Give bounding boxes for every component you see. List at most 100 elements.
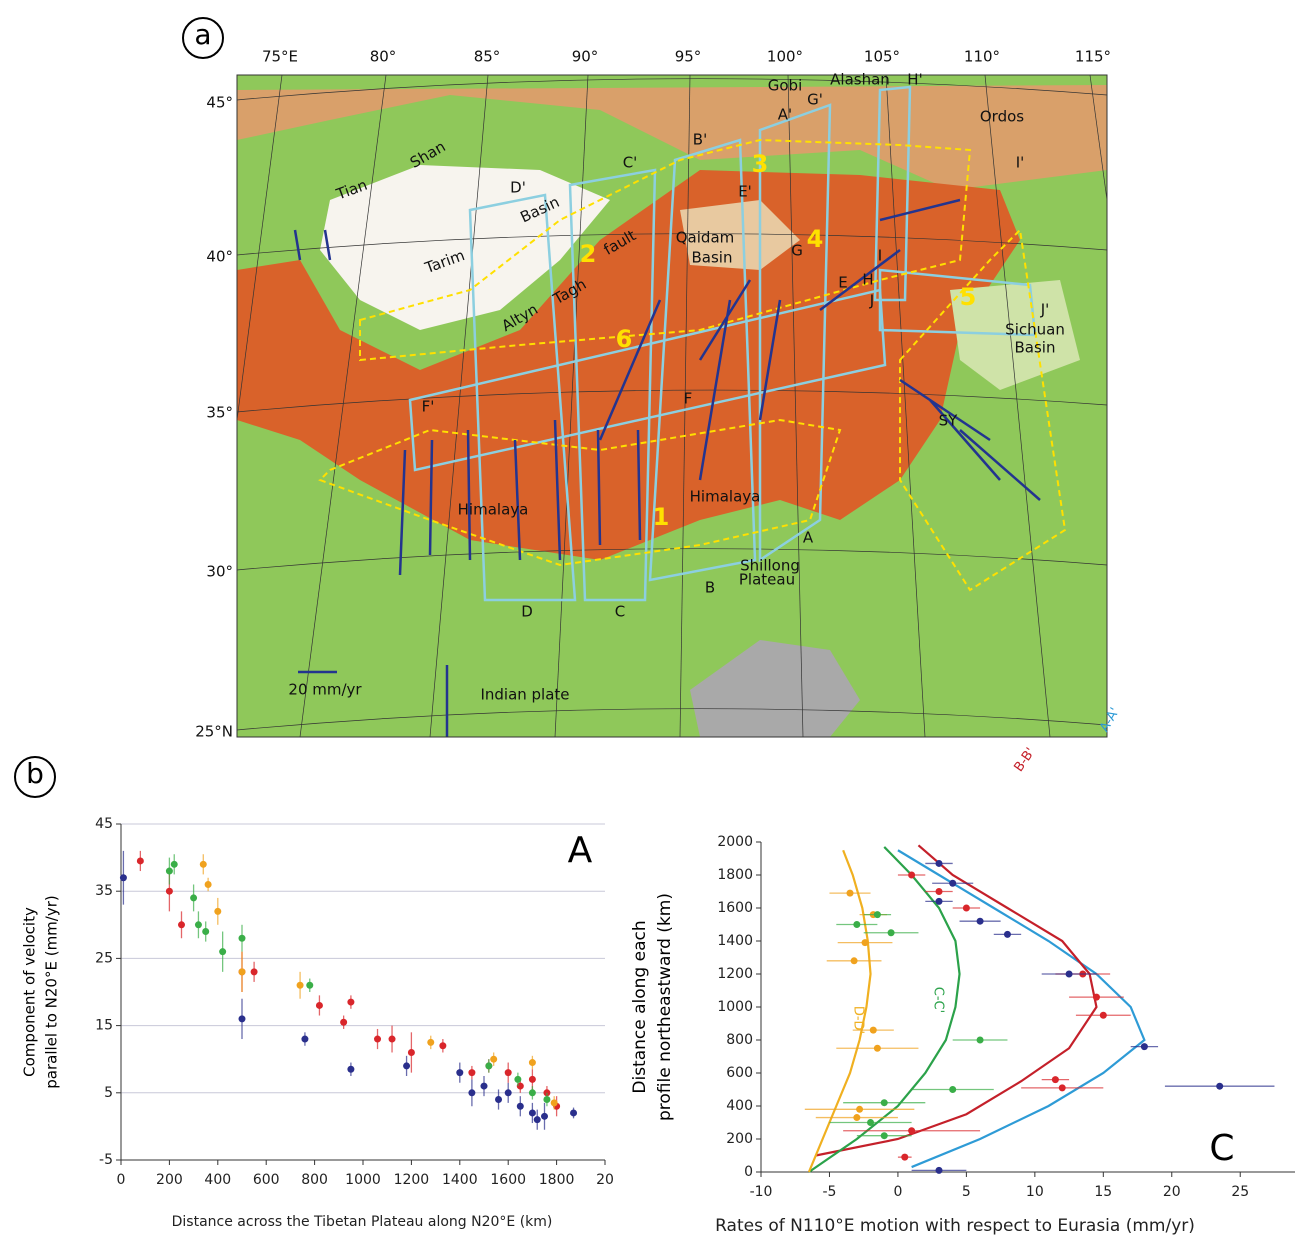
x-axis-label: Distance across the Tibetan Plateau alon… [172,1214,553,1230]
x-tick-label: 600 [253,1172,280,1188]
data-point [550,1099,558,1107]
data-point [1099,1011,1107,1019]
profile-label: J [869,292,874,310]
data-point [165,887,173,895]
data-point [407,1048,415,1056]
profile-label: B' [693,131,707,149]
data-point [504,1069,512,1077]
place-label: Gobi [768,77,803,95]
x-tick-label: 400 [204,1172,231,1188]
profile-box [873,85,912,302]
data-point [850,957,858,965]
y-axis-label: Component of velocity [21,907,39,1077]
x-tick-label: 1000 [345,1172,381,1188]
data-point [935,859,943,867]
y-tick-label: 5 [104,1085,113,1101]
x-tick-label: -10 [750,1184,773,1200]
zone-outlines [318,138,1067,592]
data-point [1092,993,1100,1001]
lon-label: 75°E [262,48,298,66]
data-point [543,1096,551,1104]
data-point [935,888,943,895]
curve [897,849,1146,1169]
data-point [856,1105,864,1113]
data-point [949,879,957,887]
sea-area [690,640,860,737]
y-axis-label: Distance along each [630,920,650,1093]
data-point [504,1089,512,1097]
profile-box [468,193,577,602]
data-point [219,948,227,956]
data-point [541,1112,548,1120]
y-tick-label: 1600 [717,900,753,916]
panel-label-a: a [182,17,224,59]
graticule-line [679,74,691,738]
graticule-line [984,74,1051,738]
graticule-line [236,78,1108,101]
data-point [439,1042,447,1050]
data-point [516,1082,524,1090]
data-point [388,1035,396,1043]
data-point [119,874,127,882]
data-point [880,1132,888,1140]
graticule-line [885,74,926,738]
y-tick-label: 600 [726,1065,753,1081]
profile-label: H [862,271,873,289]
data-point [962,904,970,912]
graticule-line [554,74,589,738]
data-point [887,929,895,937]
place-label: Basin [1015,339,1056,357]
data-point [1058,1084,1066,1092]
data-point [456,1069,464,1077]
x-tick-label: 15 [1094,1184,1112,1200]
data-point [374,1035,382,1043]
zone-outline [359,138,972,362]
panel-label: a [194,18,211,51]
data-point [190,894,198,902]
data-point [427,1038,435,1046]
data-point [570,1109,578,1117]
data-point [403,1062,411,1070]
y-tick-label: 2000 [717,834,753,850]
y-tick-label: 800 [726,1032,753,1048]
zone-number: 2 [580,240,597,268]
data-point [528,1075,536,1083]
data-point [480,1082,488,1090]
y-tick-label: -5 [99,1152,113,1168]
profile-label: B [705,579,715,597]
x-tick-label: 1400 [442,1172,478,1188]
profile-label: A [803,529,814,547]
lat-label: 40° [206,248,233,266]
data-point [1051,1076,1059,1084]
lon-label: 95° [675,48,702,66]
profile-boxes [408,85,1037,602]
data-point [908,1127,916,1135]
velocity-arrow [293,198,1041,576]
curve-label: C-C' [931,987,946,1013]
profile-label: I [878,247,882,265]
y-tick-label: 1200 [717,966,753,982]
data-point [949,1086,957,1093]
panel-label-b: b [14,756,56,798]
zone-outline [899,227,1067,592]
place-label: Himalaya [690,488,761,506]
profile-label: G [791,242,803,260]
data-point [199,860,207,868]
data-point [194,921,202,929]
y-axis-label: profile northeastward (km) [655,893,675,1121]
data-point [340,1018,348,1026]
zone-number: 6 [616,325,633,353]
lon-label: 105° [864,48,900,66]
data-point [901,1153,909,1161]
x-tick-label: 1600 [490,1172,526,1188]
data-point [533,1116,541,1124]
place-label: Shillong [740,557,800,575]
data-point [935,1166,943,1174]
data-point [238,1015,246,1023]
place-label: Basin [692,249,733,267]
data-point [880,1099,888,1107]
graticule-line [787,74,804,738]
x-tick-label: 1800 [539,1172,575,1188]
